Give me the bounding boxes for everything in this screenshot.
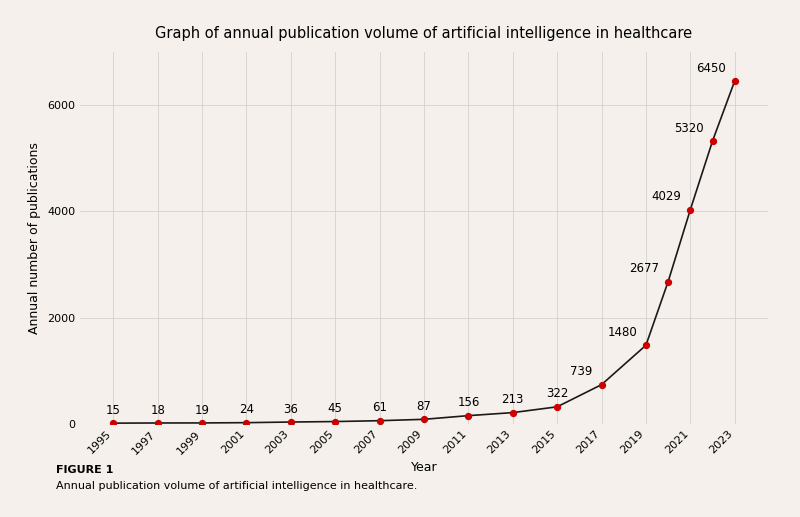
Text: 213: 213: [502, 393, 524, 406]
Text: 322: 322: [546, 387, 568, 401]
Point: [728, 77, 741, 85]
Point: [107, 419, 120, 427]
Point: [418, 415, 430, 423]
Text: 15: 15: [106, 404, 121, 417]
Point: [595, 381, 608, 389]
Text: Annual publication volume of artificial intelligence in healthcare.: Annual publication volume of artificial …: [56, 481, 418, 491]
Point: [196, 419, 209, 427]
Text: 739: 739: [570, 366, 593, 378]
Text: 156: 156: [457, 396, 479, 409]
Text: 61: 61: [372, 401, 387, 414]
Point: [329, 417, 342, 425]
X-axis label: Year: Year: [410, 462, 438, 475]
Point: [285, 418, 298, 426]
Point: [639, 341, 652, 349]
Y-axis label: Annual number of publications: Annual number of publications: [29, 142, 42, 334]
Point: [550, 403, 563, 411]
Point: [151, 419, 164, 427]
Point: [662, 278, 674, 286]
Text: 1480: 1480: [607, 326, 637, 339]
Text: 2677: 2677: [630, 262, 659, 275]
Point: [374, 417, 386, 425]
Text: 6450: 6450: [696, 62, 726, 74]
Text: FIGURE 1: FIGURE 1: [56, 465, 114, 475]
Point: [684, 206, 697, 214]
Text: 5320: 5320: [674, 121, 704, 134]
Text: 45: 45: [328, 402, 342, 415]
Title: Graph of annual publication volume of artificial intelligence in healthcare: Graph of annual publication volume of ar…: [155, 26, 693, 41]
Point: [706, 137, 719, 145]
Point: [462, 412, 474, 420]
Point: [240, 419, 253, 427]
Text: 4029: 4029: [651, 190, 682, 203]
Text: 19: 19: [194, 404, 210, 417]
Text: 36: 36: [283, 403, 298, 416]
Text: 18: 18: [150, 404, 165, 417]
Text: 24: 24: [239, 403, 254, 416]
Text: 87: 87: [417, 400, 431, 413]
Point: [506, 408, 519, 417]
